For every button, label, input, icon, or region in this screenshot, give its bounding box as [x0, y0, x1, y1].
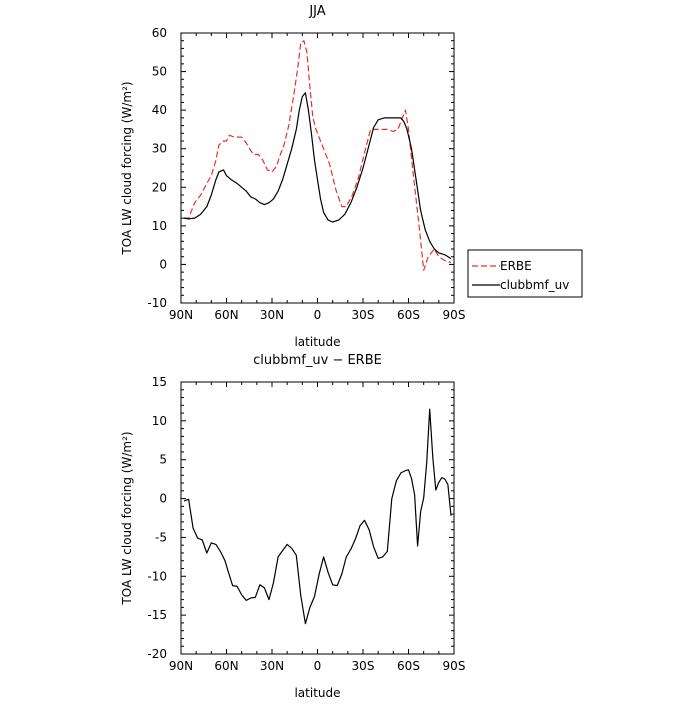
y-tick-label: 50 — [152, 65, 167, 79]
x-tick-label: 90N — [169, 659, 193, 673]
x-tick-label: 90S — [443, 308, 466, 322]
x-tick-label: 60S — [397, 659, 420, 673]
chart-title: JJA — [308, 4, 325, 19]
y-tick-label: 0 — [159, 257, 167, 271]
x-tick-label: 90N — [169, 308, 193, 322]
y-tick-label: -20 — [147, 647, 167, 661]
x-tick-label: 0 — [314, 308, 322, 322]
series-group — [183, 408, 452, 625]
x-tick-label: 30N — [260, 308, 284, 322]
panel-bottom: clubbmf_uv − ERBE 90N 60N 30N 0 30S 60S 90S -20 -… — [120, 353, 465, 700]
y-tick-label: 20 — [152, 180, 167, 194]
y-tick-label: 30 — [152, 142, 167, 156]
y-tick-label: -5 — [155, 530, 167, 544]
x-tick-label: 30S — [352, 659, 375, 673]
y-tick-label: -10 — [147, 569, 167, 583]
y-tick-label: 15 — [152, 375, 167, 389]
series-line-difference — [183, 408, 452, 625]
series-group — [183, 40, 452, 271]
x-tick-label: 60N — [214, 659, 238, 673]
x-tick-label: 0 — [314, 659, 322, 673]
y-tick-label: 10 — [152, 414, 167, 428]
series-line-erbe — [184, 40, 452, 271]
x-tick-label: 30N — [260, 659, 284, 673]
x-axis-label: latitude — [294, 335, 340, 349]
y-tick-label: 60 — [152, 26, 167, 40]
legend-box — [467, 249, 583, 298]
x-tick-label: 60N — [214, 308, 238, 322]
legend-label: clubbmf_uv — [500, 278, 569, 292]
y-tick-label: -10 — [147, 296, 167, 310]
series-line-clubbmf-uv — [183, 92, 452, 260]
legend: ERBE clubbmf_uv — [467, 249, 583, 298]
plot-frame — [180, 381, 455, 655]
y-tick-label: 5 — [159, 453, 167, 467]
y-tick-label: 0 — [159, 492, 167, 506]
y-tick-label: 40 — [152, 103, 167, 117]
x-tick-label: 60S — [397, 308, 420, 322]
y-axis-label: TOA LW cloud forcing (W/m²) — [120, 81, 134, 255]
legend-label: ERBE — [500, 259, 532, 273]
y-axis-label: TOA LW cloud forcing (W/m²) — [120, 431, 134, 605]
y-tick-label: 10 — [152, 219, 167, 233]
chart-title: clubbmf_uv − ERBE — [253, 353, 382, 368]
x-tick-label: 30S — [352, 308, 375, 322]
plot-frame — [180, 32, 455, 304]
y-tick-label: -15 — [147, 608, 167, 622]
panel-top: JJA 90N 60N 30N 0 30S 60S 90S -10 0 10 20 30 40 50 60 la… — [120, 4, 583, 349]
x-axis-label: latitude — [294, 686, 340, 700]
x-tick-label: 90S — [443, 659, 466, 673]
